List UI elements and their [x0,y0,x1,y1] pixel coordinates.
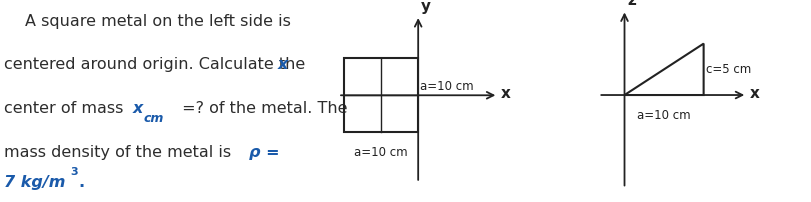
Text: x: x [500,86,510,101]
Text: ρ =: ρ = [249,145,280,160]
Text: =? of the metal. The: =? of the metal. The [177,101,347,116]
Text: .: . [79,175,85,190]
Text: a=10 cm: a=10 cm [637,109,690,122]
Text: center of mass: center of mass [4,101,128,116]
Text: 3: 3 [71,167,78,177]
Text: centered around origin. Calculate the: centered around origin. Calculate the [4,57,310,72]
Text: y: y [420,0,430,14]
Text: 7 kg/m: 7 kg/m [4,175,66,190]
Text: z: z [626,0,635,8]
Text: a=10 cm: a=10 cm [420,80,474,93]
Text: cm: cm [144,112,164,125]
Text: mass density of the metal is: mass density of the metal is [4,145,241,160]
Text: A square metal on the left side is: A square metal on the left side is [25,14,291,29]
Text: x: x [749,86,758,101]
Text: x: x [277,57,288,72]
Text: c=5 cm: c=5 cm [705,63,750,76]
Text: a=10 cm: a=10 cm [354,146,407,159]
Bar [344,58,418,132]
Text: x: x [132,101,143,116]
